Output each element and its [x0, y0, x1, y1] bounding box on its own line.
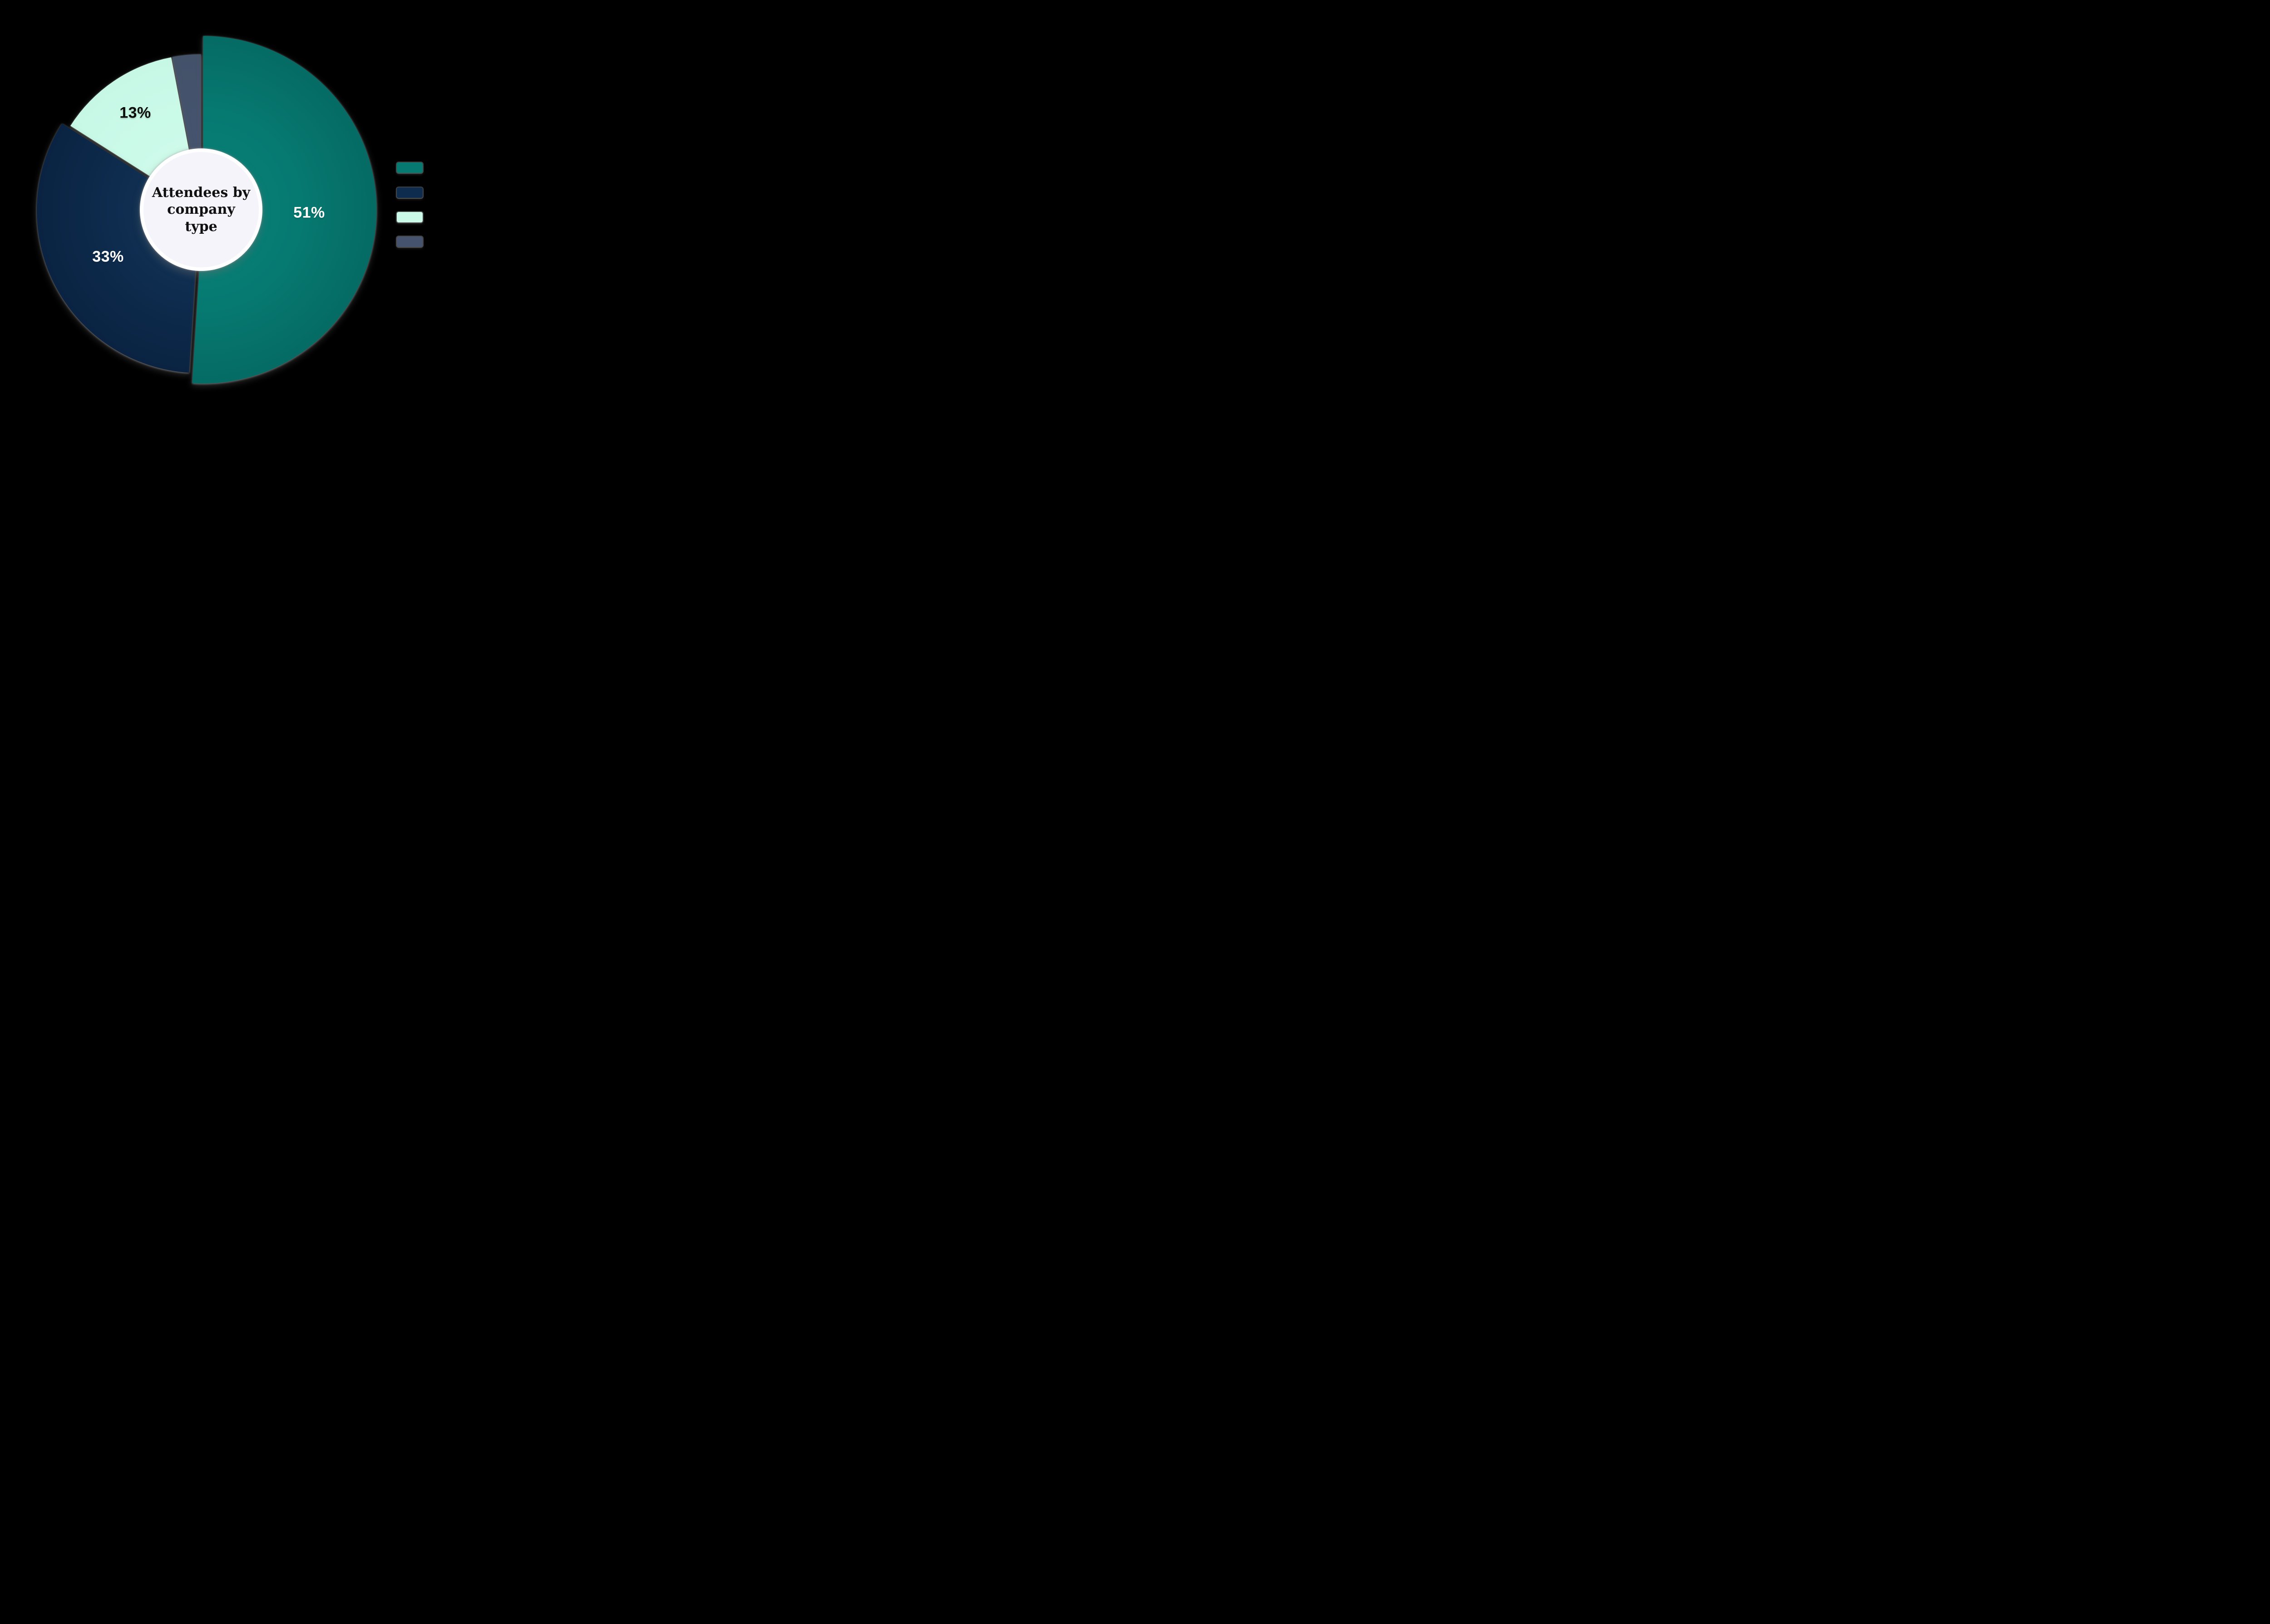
- donut-center-badge: Attendees by company type: [140, 148, 262, 271]
- pie-chart: [36, 36, 377, 384]
- legend-swatch-teal: [397, 162, 423, 173]
- legend-swatch-slate: [397, 236, 423, 247]
- legend: [397, 0, 488, 406]
- legend-swatch-mint: [397, 212, 423, 222]
- pie-slice-teal: [192, 36, 377, 384]
- pie-slices: [36, 36, 377, 384]
- chart-canvas: 51% 33% 13% Attendees by company type: [0, 0, 673, 406]
- legend-swatch-navy: [397, 187, 423, 198]
- donut-center-title: Attendees by company type: [152, 185, 251, 235]
